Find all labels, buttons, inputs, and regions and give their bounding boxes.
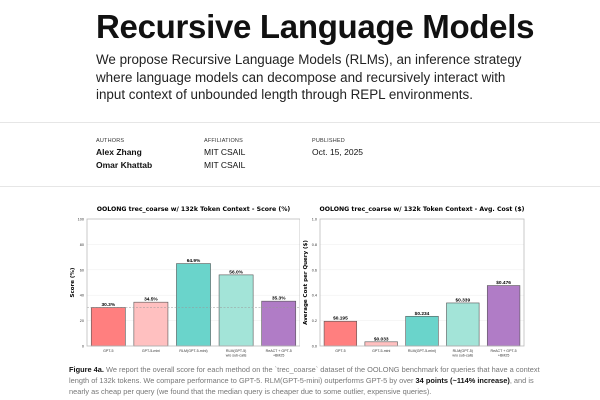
x-tick-label: RLM(GPT-5-mini) xyxy=(408,349,436,353)
y-tick-label: 0.6 xyxy=(312,268,317,272)
chart-title: OOLONG trec_coarse w/ 132k Token Context… xyxy=(97,206,291,213)
data-label: 34.5% xyxy=(144,297,158,303)
y-tick-label: 100 xyxy=(78,218,84,222)
data-label: 56.0% xyxy=(229,269,243,275)
published-date: Oct. 15, 2025 xyxy=(312,147,364,157)
x-tick-label: GPT-5-mini xyxy=(142,349,160,353)
data-label: $0.476 xyxy=(496,280,511,286)
lead-paragraph: We propose Recursive Language Models (RL… xyxy=(96,52,522,102)
affiliation: MIT CSAIL xyxy=(204,147,246,157)
caption-text: , and is nearly as cheap per query (we f… xyxy=(69,376,534,396)
y-tick-label: 0.0 xyxy=(312,345,317,349)
y-tick-label: 60 xyxy=(80,268,84,272)
x-tick-label: +BM25 xyxy=(498,353,510,357)
x-tick-label: RLM(GPT-5) xyxy=(226,349,246,353)
bar xyxy=(405,315,439,347)
caption-text: We report the overall score for each met… xyxy=(69,365,540,385)
y-tick-label: 0 xyxy=(82,345,84,349)
bar xyxy=(364,341,398,347)
bar xyxy=(446,302,480,347)
caption-label: Figure 4a. xyxy=(69,365,104,374)
y-tick-label: 1.0 xyxy=(312,218,317,222)
data-label: $0.033 xyxy=(374,336,389,342)
x-tick-label: +BM25 xyxy=(273,353,285,357)
plot-frame xyxy=(86,218,300,347)
bar xyxy=(323,320,358,347)
bar xyxy=(261,300,297,347)
y-tick-label: 0.8 xyxy=(312,243,317,247)
divider xyxy=(0,122,600,123)
cost-chart: OOLONG trec_coarse w/ 132k Token Context… xyxy=(303,206,525,357)
plot-frame xyxy=(319,218,525,347)
bar xyxy=(218,274,254,347)
x-tick-label: GPT-5 xyxy=(335,349,345,353)
score-chart: OOLONG trec_coarse w/ 132k Token Context… xyxy=(70,206,300,357)
y-tick-label: 80 xyxy=(80,243,84,247)
bar xyxy=(90,307,126,347)
author-name: Alex Zhang xyxy=(96,147,142,157)
caption-highlight: 34 points (~114% increase) xyxy=(415,376,510,385)
x-tick-label: RLM(GPT-5) xyxy=(453,349,473,353)
y-axis-label: Average Cost per Query ($) xyxy=(303,240,309,325)
divider xyxy=(0,186,600,187)
y-tick-label: 20 xyxy=(80,319,84,323)
x-tick-label: GPT-5 xyxy=(103,349,113,353)
affiliation: MIT CSAIL xyxy=(204,160,246,170)
author-name: Omar Khattab xyxy=(96,160,153,170)
data-label: $0.195 xyxy=(333,316,348,322)
authors-label: AUTHORS xyxy=(96,138,125,144)
y-tick-label: 40 xyxy=(80,294,84,298)
x-tick-label: ReACT + GPT-5 xyxy=(266,349,292,353)
x-tick-label: w/o sub-calls xyxy=(452,353,473,357)
data-label: 35.3% xyxy=(272,296,286,302)
data-label: 64.9% xyxy=(187,258,201,264)
y-axis-label: Score (%) xyxy=(70,267,76,297)
chart-title: OOLONG trec_coarse w/ 132k Token Context… xyxy=(320,206,525,213)
bar xyxy=(486,285,521,347)
x-tick-label: w/o sub-calls xyxy=(226,353,247,357)
y-tick-label: 0.4 xyxy=(312,294,317,298)
published-label: PUBLISHED xyxy=(312,138,345,144)
bar xyxy=(176,263,211,347)
data-label: $0.234 xyxy=(415,311,430,317)
x-tick-label: GPT-5-mini xyxy=(372,349,390,353)
bar xyxy=(133,301,169,347)
affiliations-label: AFFILIATIONS xyxy=(204,138,243,144)
x-tick-label: RLM(GPT-5-mini) xyxy=(179,349,207,353)
published-block: PUBLISHED Oct. 15, 2025 xyxy=(312,138,363,159)
data-label: 30.3% xyxy=(101,302,115,308)
authors-block: AUTHORS Alex Zhang Omar Khattab xyxy=(96,138,152,172)
data-label: $0.339 xyxy=(455,297,470,303)
y-tick-label: 0.2 xyxy=(312,319,317,323)
affiliations-block: AFFILIATIONS MIT CSAIL MIT CSAIL xyxy=(204,138,245,172)
x-tick-label: ReACT + GPT-5 xyxy=(490,349,516,353)
page-title: Recursive Language Models xyxy=(96,8,535,45)
figure-caption: Figure 4a. We report the overall score f… xyxy=(69,364,549,397)
